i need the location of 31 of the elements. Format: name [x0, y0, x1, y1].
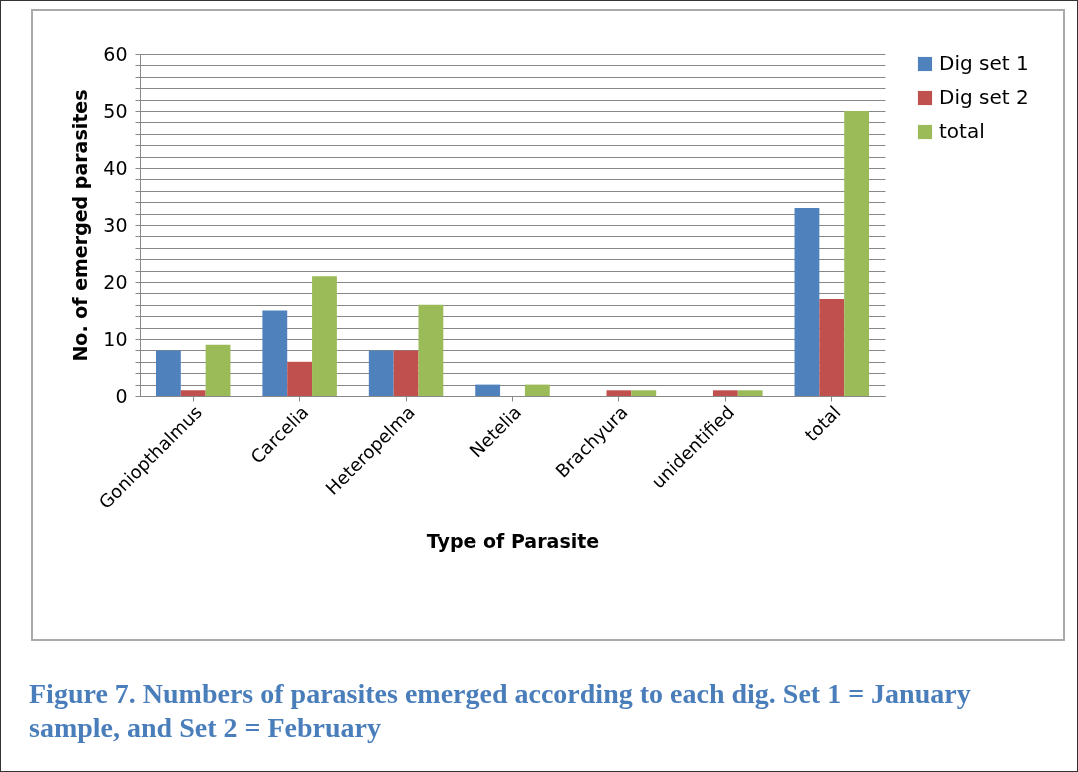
caption: Figure 7. Numbers of parasites emerged according to each dig. Set 1 = January sample, and Set 2 = February: [29, 677, 972, 745]
bar: [606, 390, 632, 396]
y-tick-label: 60: [103, 42, 128, 65]
legend-label: total: [939, 119, 985, 143]
bar: [180, 390, 206, 396]
y-tick-label: 50: [103, 99, 128, 122]
bar: [631, 390, 657, 396]
x-axis-title: Type of Parasite: [426, 529, 600, 552]
bar: [418, 304, 444, 396]
bar: [312, 276, 337, 396]
legend-label: Dig set 1: [939, 51, 1029, 75]
bar: [819, 299, 845, 396]
y-tick-label: 20: [103, 270, 128, 293]
bar: [712, 390, 738, 396]
bar: [737, 390, 763, 396]
bar: [205, 344, 231, 396]
bar: [262, 310, 288, 396]
y-axis-title: No. of emerged parasites: [69, 89, 92, 362]
bar: [524, 384, 550, 396]
bar: [393, 350, 419, 396]
bar: [844, 111, 870, 396]
bar: [287, 361, 313, 396]
bar: [155, 350, 181, 396]
bar: [368, 350, 394, 396]
legend-label: Dig set 2: [939, 85, 1029, 109]
y-tick-label: 30: [103, 213, 128, 236]
y-tick-label: 40: [103, 156, 128, 179]
bar: [794, 207, 820, 396]
bar: [475, 384, 501, 396]
y-tick-label: 10: [103, 327, 128, 350]
y-tick-label: 0: [115, 384, 128, 407]
